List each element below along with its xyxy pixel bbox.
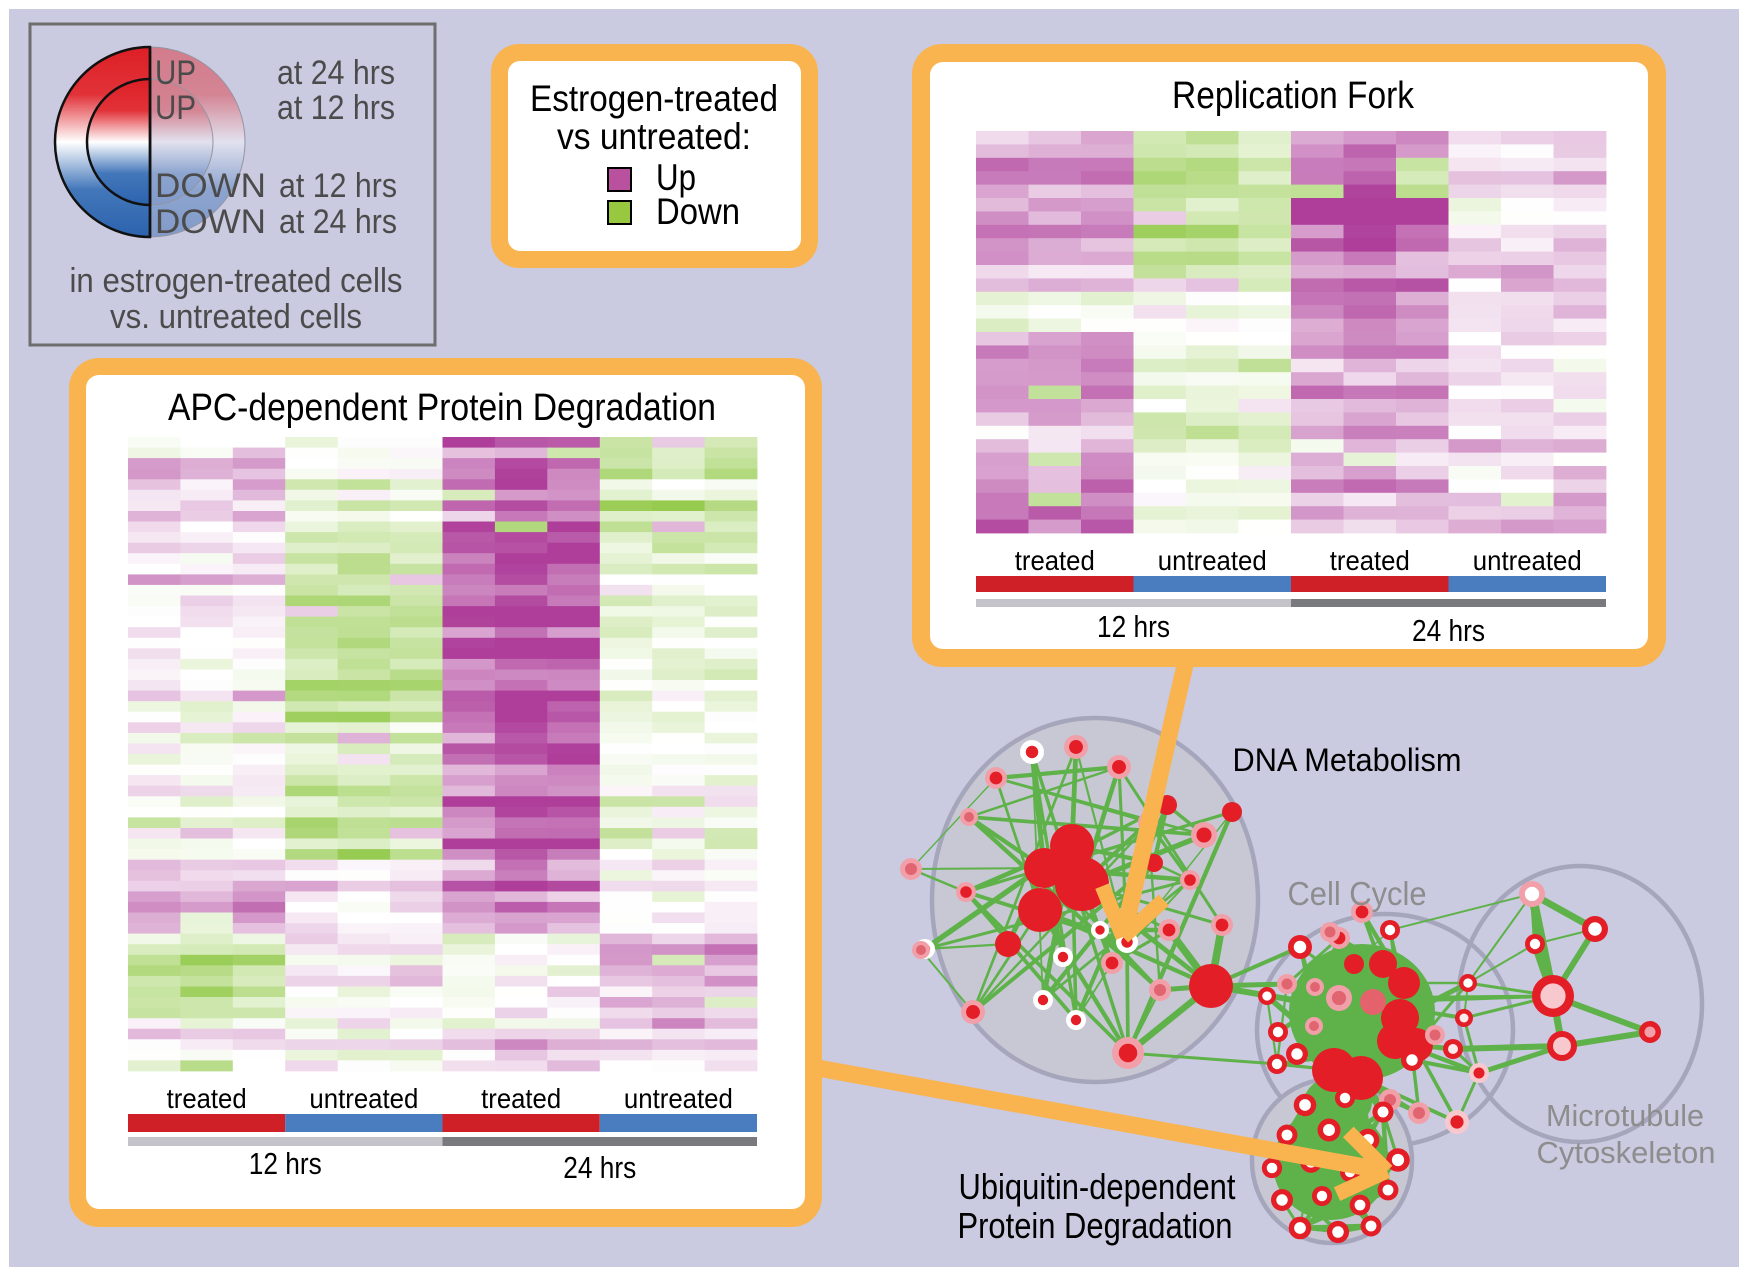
svg-text:at 12 hrs: at 12 hrs: [279, 167, 397, 205]
svg-text:12 hrs: 12 hrs: [249, 1146, 322, 1181]
svg-text:UP: UP: [155, 54, 196, 92]
svg-text:Replication Fork: Replication Fork: [1172, 75, 1415, 117]
svg-text:DOWN: DOWN: [155, 203, 266, 241]
svg-text:Up: Up: [656, 157, 696, 198]
svg-text:untreated: untreated: [624, 1083, 733, 1114]
svg-text:Protein Degradation: Protein Degradation: [958, 1205, 1233, 1246]
svg-text:at 24 hrs: at 24 hrs: [277, 54, 395, 92]
svg-text:Down: Down: [656, 191, 740, 232]
svg-text:Estrogen-treated: Estrogen-treated: [530, 78, 778, 119]
svg-text:vs. untreated cells: vs. untreated cells: [110, 298, 362, 336]
svg-text:in estrogen-treated cells: in estrogen-treated cells: [70, 262, 403, 300]
svg-text:DOWN: DOWN: [155, 167, 266, 205]
svg-text:APC-dependent Protein Degradat: APC-dependent Protein Degradation: [168, 387, 716, 429]
svg-text:12 hrs: 12 hrs: [1097, 609, 1170, 644]
svg-text:treated: treated: [1330, 545, 1410, 576]
svg-text:Cell Cycle: Cell Cycle: [1288, 875, 1427, 912]
svg-text:vs untreated:: vs untreated:: [557, 116, 751, 157]
svg-text:untreated: untreated: [309, 1083, 418, 1114]
svg-text:24 hrs: 24 hrs: [563, 1150, 636, 1185]
svg-text:Cytoskeleton: Cytoskeleton: [1537, 1135, 1716, 1170]
svg-text:at 24 hrs: at 24 hrs: [279, 203, 397, 241]
svg-text:24 hrs: 24 hrs: [1412, 613, 1485, 648]
svg-text:untreated: untreated: [1473, 545, 1582, 576]
svg-text:untreated: untreated: [1158, 545, 1267, 576]
svg-text:at 12 hrs: at 12 hrs: [277, 89, 395, 127]
svg-text:Microtubule: Microtubule: [1546, 1098, 1704, 1133]
svg-text:UP: UP: [155, 89, 196, 127]
svg-text:Ubiquitin-dependent: Ubiquitin-dependent: [959, 1166, 1236, 1207]
svg-text:treated: treated: [1015, 545, 1095, 576]
svg-text:DNA Metabolism: DNA Metabolism: [1233, 742, 1462, 778]
svg-text:treated: treated: [481, 1083, 561, 1114]
svg-text:treated: treated: [167, 1083, 247, 1114]
